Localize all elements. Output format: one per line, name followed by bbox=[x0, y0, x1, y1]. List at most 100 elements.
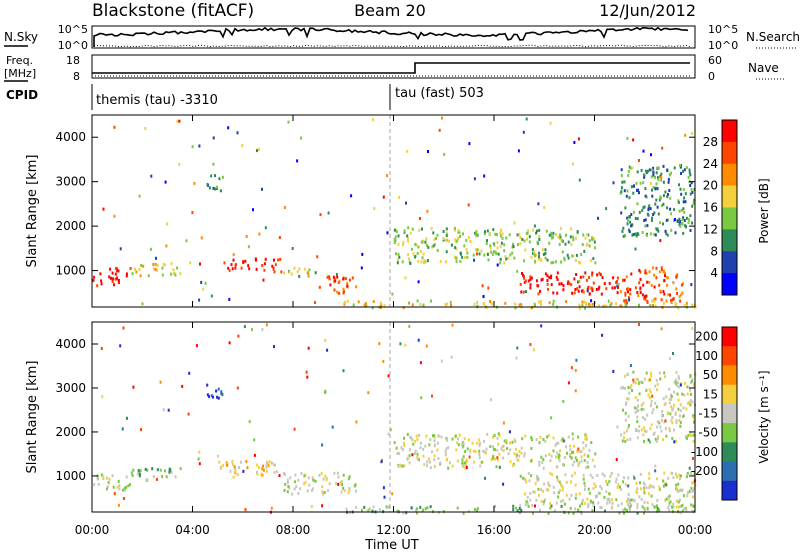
velocity-colorbar-segment bbox=[722, 423, 737, 443]
power-echo-cell bbox=[582, 275, 585, 279]
velocity-echo-cell bbox=[389, 428, 392, 432]
power-echo-cell bbox=[416, 299, 419, 303]
power-echo-cell bbox=[416, 251, 419, 255]
velocity-echo-cell bbox=[146, 478, 149, 482]
velocity-echo-cell bbox=[388, 505, 391, 509]
velocity-echo-cell bbox=[406, 432, 409, 436]
velocity-echo-cell bbox=[307, 346, 310, 350]
power-echo-cell bbox=[453, 228, 456, 232]
velocity-echo-cell bbox=[461, 458, 464, 462]
power-echo-cell bbox=[455, 247, 458, 251]
power-echo-cell bbox=[605, 304, 608, 308]
velocity-echo-cell bbox=[685, 475, 688, 479]
power-echo-cell bbox=[641, 208, 644, 212]
velocity-echo-cell bbox=[523, 477, 526, 481]
power-echo-cell bbox=[465, 239, 468, 242]
power-echo-cell bbox=[114, 277, 117, 281]
power-echo-cell bbox=[336, 290, 339, 294]
power-echo-cell bbox=[642, 283, 645, 287]
velocity-echo-cell bbox=[672, 505, 675, 509]
noise-left-tick-bottom: 10^0 bbox=[58, 39, 88, 52]
power-echo-cell bbox=[593, 240, 596, 244]
power-echo-cell bbox=[442, 230, 445, 233]
velocity-echo-cell bbox=[584, 484, 587, 488]
velocity-echo-cell bbox=[481, 460, 484, 464]
velocity-echo-cell bbox=[240, 460, 242, 464]
velocity-echo-cell bbox=[577, 435, 580, 439]
velocity-echo-cell bbox=[557, 495, 560, 499]
velocity-echo-cell bbox=[601, 472, 604, 476]
power-echo-cell bbox=[555, 275, 558, 279]
velocity-echo-cell bbox=[626, 429, 628, 433]
power-echo-cell bbox=[519, 236, 522, 239]
power-echo-cell bbox=[565, 300, 567, 304]
velocity-echo-cell bbox=[675, 487, 678, 491]
power-echo-cell bbox=[654, 202, 657, 206]
velocity-echo-cell bbox=[655, 379, 658, 382]
power-echo-cell bbox=[499, 257, 502, 261]
velocity-echo-cell bbox=[569, 453, 571, 457]
power-echo-cell bbox=[603, 282, 606, 286]
velocity-echo-cell bbox=[385, 505, 388, 509]
power-echo-cell bbox=[627, 170, 630, 173]
power-echo-cell bbox=[273, 258, 275, 262]
power-echo-cell bbox=[172, 268, 175, 272]
velocity-echo-cell bbox=[547, 481, 550, 485]
power-echo-cell bbox=[679, 299, 682, 303]
power-echo-cell bbox=[664, 229, 667, 233]
power-echo-cell bbox=[547, 287, 549, 291]
power-echo-cell bbox=[538, 235, 541, 238]
power-echo-cell bbox=[583, 249, 586, 253]
velocity-echo-cell bbox=[591, 509, 594, 513]
velocity-echo-cell bbox=[318, 473, 321, 477]
velocity-echo-cell bbox=[524, 492, 526, 496]
power-echo-cell bbox=[234, 266, 237, 270]
power-echo-cell bbox=[539, 257, 542, 261]
power-echo-cell bbox=[584, 271, 587, 275]
power-echo-cell bbox=[218, 177, 221, 181]
velocity-echo-cell bbox=[509, 460, 512, 463]
velocity-echo-cell bbox=[673, 440, 676, 444]
power-echo-cell bbox=[458, 230, 461, 234]
velocity-echo-cell bbox=[231, 459, 234, 463]
power-echo-cell bbox=[393, 241, 396, 245]
power-echo-cell bbox=[426, 209, 429, 213]
velocity-echo-cell bbox=[664, 419, 667, 423]
power-echo-cell bbox=[643, 175, 646, 179]
velocity-echo-cell bbox=[372, 505, 375, 509]
power-echo-cell bbox=[436, 249, 439, 252]
power-echo-cell bbox=[529, 286, 532, 290]
velocity-echo-cell bbox=[686, 471, 689, 475]
velocity-echo-cell bbox=[393, 441, 396, 445]
power-echo-cell bbox=[410, 247, 413, 251]
velocity-echo-cell bbox=[426, 464, 428, 468]
power-echo-cell bbox=[635, 234, 638, 238]
velocity-ytick-label: 2000 bbox=[55, 425, 86, 439]
velocity-echo-cell bbox=[538, 463, 541, 467]
power-echo-cell bbox=[670, 228, 673, 232]
power-echo-cell bbox=[558, 242, 561, 246]
power-echo-cell bbox=[185, 239, 188, 243]
velocity-echo-cell bbox=[633, 406, 636, 410]
velocity-echo-cell bbox=[555, 455, 557, 459]
power-echo-cell bbox=[685, 216, 688, 220]
velocity-colorbar-segment bbox=[722, 365, 737, 386]
velocity-echo-cell bbox=[212, 395, 214, 399]
velocity-echo-cell bbox=[367, 391, 370, 395]
velocity-echo-cell bbox=[692, 433, 695, 437]
power-echo-cell bbox=[215, 185, 218, 189]
velocity-echo-cell bbox=[583, 488, 586, 491]
power-echo-cell bbox=[446, 231, 448, 235]
velocity-echo-cell bbox=[342, 369, 345, 373]
power-echo-cell bbox=[644, 297, 647, 301]
power-echo-cell bbox=[626, 287, 628, 291]
power-echo-cell bbox=[626, 189, 629, 193]
velocity-echo-cell bbox=[645, 371, 648, 375]
velocity-echo-cell bbox=[261, 467, 264, 471]
power-echo-cell bbox=[407, 239, 409, 243]
velocity-echo-cell bbox=[572, 511, 575, 515]
velocity-echo-cell bbox=[532, 511, 534, 515]
power-echo-cell bbox=[666, 233, 669, 237]
power-echo-cell bbox=[676, 219, 679, 223]
velocity-echo-cell bbox=[540, 324, 543, 328]
